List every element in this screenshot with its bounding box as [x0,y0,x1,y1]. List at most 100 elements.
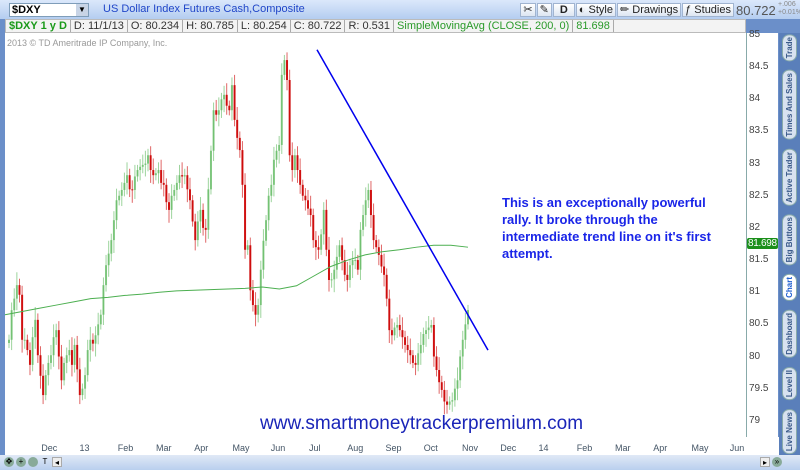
y-tick-label: 82 [749,221,761,233]
price-axis[interactable] [746,33,778,437]
chart-plot-area[interactable] [5,33,746,437]
time-axis[interactable] [5,437,779,455]
candle-body [393,327,396,336]
candle-body [34,319,37,338]
side-tab-trade[interactable]: Trade [782,34,797,62]
period-button[interactable]: D [552,3,575,17]
info-bar: $DXY 1 y D D: 11/1/13 O: 80.234 H: 80.78… [5,19,746,33]
x-tick-label: Apr [194,443,209,453]
scroll-left-button[interactable]: ◂ [52,457,62,467]
bottom-toolbar [0,455,800,470]
watermark: www.smartmoneytrackerpremium.com [260,413,584,434]
candle-body [272,159,275,185]
zoom-in-icon[interactable]: + [16,457,26,467]
candle-body [118,195,121,201]
candle-body [320,234,323,250]
candle-body [102,285,105,315]
annotation-text: This is an exceptionally powerful rally.… [502,195,711,261]
side-tab-active-trader[interactable]: Active Trader [782,148,797,206]
drawings-button[interactable]: ✏ Drawings [616,3,682,17]
trend-line[interactable] [316,49,489,351]
pin-icon[interactable]: ✎ [536,3,552,17]
candle-body [346,274,349,280]
candle-body [212,110,215,151]
candle-body [65,355,68,363]
chevron-down-icon[interactable]: ▼ [76,4,88,16]
side-tabs: Trade Times And Sales Active Trader Big But… [779,33,800,455]
candle-body [52,337,55,356]
candle-body [215,110,218,115]
candle-body [275,150,278,160]
candle-body [317,247,320,250]
candle-body [194,221,197,241]
candle-body [404,337,407,345]
candle-body [322,209,325,235]
candle-body [257,305,260,315]
chart-toolbar: ✂ ✎ D ◐ Style ✏ Drawings ƒ Studies [520,3,734,17]
x-tick-label: Dec [41,443,58,453]
zoom-out-icon[interactable] [28,457,38,467]
candle-body [432,324,435,357]
candle-body [383,266,386,275]
candle-body [139,166,142,171]
side-tab-level-ii[interactable]: Level II [782,366,797,400]
side-tab-times-and-sales[interactable]: Times And Sales [782,70,797,140]
candle-body [293,155,296,171]
candle-body [60,356,63,381]
candle-body [217,110,220,115]
symbol-input[interactable]: $DXY ▼ [9,3,89,17]
candle-body [265,220,268,241]
studies-button[interactable]: ƒ Studies [682,3,734,17]
pan-icon[interactable]: ✥ [4,457,14,467]
candle-body [147,155,150,164]
sma-line [4,244,469,316]
x-tick-label: Aug [347,443,364,453]
candle-body [430,324,433,328]
crosshair-icon[interactable]: ✂ [520,3,536,17]
candle-body [372,215,375,241]
side-tab-chart[interactable]: Chart [782,274,797,302]
candle-body [39,355,42,376]
candle-body [348,265,351,280]
drawings-label: Drawings [632,4,679,16]
style-button[interactable]: ◐ Style [575,3,616,17]
side-tab-dashboard[interactable]: Dashboard [782,310,797,358]
candle-body [68,350,71,356]
candle-body [81,388,84,396]
candle-body [267,195,270,221]
candle-body [70,350,73,365]
candle-body [78,369,81,396]
candle-body [338,245,341,257]
candle-body [91,339,94,344]
study-label: SimpleMovingAvg (CLOSE, 200, 0) [394,20,574,32]
style-label: Style [588,4,613,16]
x-tick-label: Nov [462,443,479,453]
price-change: +.006 +0.01% [778,1,800,17]
side-tab-live-news[interactable]: Live News [782,408,797,454]
text-tool-icon[interactable]: T [42,457,48,466]
y-tick-label: 79.5 [749,382,769,394]
candle-body [23,339,26,341]
y-tick-label: 85 [749,29,761,40]
candle-body [233,85,236,120]
change-percent: +0.01% [778,9,800,16]
scroll-right-button[interactable]: ▸ [760,457,770,467]
candle-body [36,319,39,356]
candle-body [120,189,123,196]
bar-range: R: 0.531 [345,20,395,32]
y-tick-label: 83.5 [749,125,769,137]
candle-body [63,362,66,381]
candle-body [15,285,18,299]
y-tick-label: 83 [749,157,761,169]
candle-body [364,200,367,216]
candle-body [21,294,24,340]
side-tab-big-buttons[interactable]: Big Buttons [782,214,797,266]
expand-icon[interactable]: » [772,457,782,467]
candle-body [115,200,118,221]
x-tick-label: Feb [117,443,134,453]
candle-body [401,330,404,338]
candle-body [128,175,131,190]
candle-body [296,155,299,171]
candle-body [123,182,126,190]
candle-body [89,339,92,351]
